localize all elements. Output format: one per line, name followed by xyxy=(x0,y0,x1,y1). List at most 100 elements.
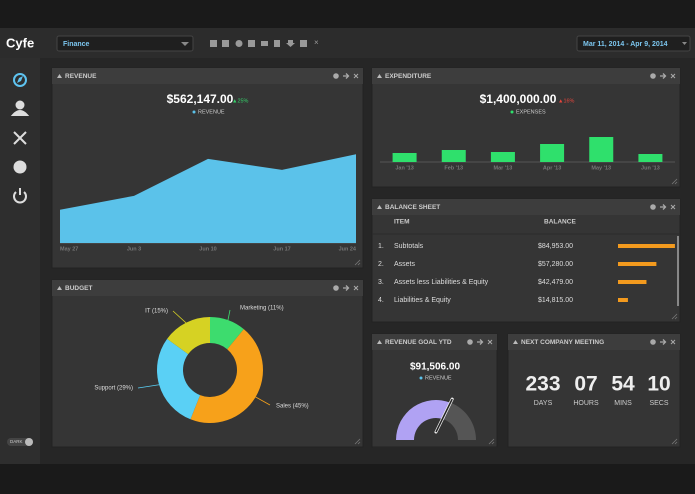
settings-icon[interactable] xyxy=(467,339,473,345)
bar xyxy=(589,137,614,162)
row-index: 1. xyxy=(378,243,384,250)
widget-title: NEXT COMPANY MEETING xyxy=(521,339,604,346)
move-icon[interactable] xyxy=(477,339,484,345)
settings-icon[interactable] xyxy=(650,204,656,210)
dashboard-select[interactable] xyxy=(56,35,194,52)
collapse-icon xyxy=(377,205,382,209)
leader-line xyxy=(137,384,160,389)
bar xyxy=(441,150,466,162)
widget xyxy=(371,333,498,448)
close-icon[interactable] xyxy=(353,73,359,79)
slice-label: Sales (45%) xyxy=(276,404,309,410)
logo: Cyfe xyxy=(6,35,34,50)
widget-header xyxy=(372,68,680,84)
svg-text:?: ? xyxy=(18,162,24,172)
close-icon[interactable] xyxy=(670,339,676,345)
collapse-icon xyxy=(377,74,382,78)
change: ▲25% xyxy=(232,98,249,104)
widget-header xyxy=(508,334,680,350)
row-index: 3. xyxy=(378,279,384,286)
widget-header xyxy=(52,280,363,296)
area xyxy=(60,154,356,243)
widget-header xyxy=(372,334,497,350)
legend-dot xyxy=(192,110,196,114)
widget-header xyxy=(52,68,363,84)
row-balance: $57,280.00 xyxy=(538,261,573,268)
collapse-icon xyxy=(57,74,62,78)
donut-slice xyxy=(156,338,201,420)
gauge-fill xyxy=(396,400,451,440)
legend-label: EXPENSES xyxy=(516,109,546,115)
resize-handle xyxy=(671,313,678,320)
total: $562,147.00 xyxy=(167,92,234,106)
resize-handle xyxy=(671,178,678,185)
resize-handle xyxy=(354,438,361,445)
countdown-value: 07 xyxy=(574,373,597,396)
row-index: 2. xyxy=(378,261,384,268)
total: $1,400,000.00 xyxy=(480,92,557,106)
row-index: 4. xyxy=(378,297,384,304)
dashboard-name: Finance xyxy=(63,41,90,48)
column-header: ITEM xyxy=(394,219,410,226)
close-icon[interactable] xyxy=(670,73,676,79)
move-icon[interactable] xyxy=(660,339,667,345)
bar xyxy=(540,144,565,162)
balance-bar xyxy=(618,280,647,284)
toggle-knob xyxy=(25,438,33,446)
row-item: Subtotals xyxy=(394,243,424,250)
legend-label: REVENUE xyxy=(425,375,452,381)
countdown-unit: HOURS xyxy=(573,400,599,407)
move-icon[interactable] xyxy=(660,73,667,79)
svg-text:×: × xyxy=(314,38,319,47)
theme-label: DARK xyxy=(10,439,23,444)
x-tick-label: Jun 3 xyxy=(127,246,141,252)
gauge-clip xyxy=(373,447,497,464)
close-icon[interactable] xyxy=(487,339,493,345)
move-icon[interactable] xyxy=(343,285,350,291)
widget-title: REVENUE GOAL YTD xyxy=(385,339,452,346)
x-tick-label: Apr '13 xyxy=(543,165,561,171)
widget xyxy=(371,198,681,323)
countdown-unit: DAYS xyxy=(534,400,553,407)
move-icon[interactable] xyxy=(660,204,667,210)
toolbar-icons[interactable]: × xyxy=(210,38,319,47)
x-tick-label: May 27 xyxy=(60,246,78,252)
row-item: Liabilities & Equity xyxy=(394,297,451,304)
balance-bar xyxy=(618,262,657,266)
move-icon[interactable] xyxy=(343,73,350,79)
settings-icon[interactable] xyxy=(333,73,339,79)
countdown-value: 10 xyxy=(647,373,670,396)
settings-icon[interactable] xyxy=(333,285,339,291)
x-tick-label: Jan '13 xyxy=(395,165,413,171)
sidebar xyxy=(0,58,40,464)
bar xyxy=(392,153,417,162)
gauge-needle-core xyxy=(435,398,453,433)
settings-icon[interactable] xyxy=(650,73,656,79)
date-select[interactable] xyxy=(576,35,691,52)
sidebar-icons[interactable]: ? xyxy=(10,73,30,204)
donut-slice xyxy=(190,329,264,424)
close-icon[interactable] xyxy=(670,204,676,210)
countdown-unit: MINS xyxy=(614,400,632,407)
balance-bar xyxy=(618,298,628,302)
donut-slice xyxy=(167,317,210,355)
close-icon[interactable] xyxy=(353,285,359,291)
settings-icon[interactable] xyxy=(650,339,656,345)
x-tick-label: Jun '13 xyxy=(641,165,660,171)
countdown-value: 54 xyxy=(611,373,635,396)
widget-title: EXPENDITURE xyxy=(385,73,432,80)
collapse-icon xyxy=(377,340,382,344)
countdown-value: 233 xyxy=(525,373,560,396)
dropdown-arrow xyxy=(682,42,687,45)
countdown-unit: SECS xyxy=(649,400,668,407)
row-item: Assets less Liabilities & Equity xyxy=(394,279,489,286)
date-range: Mar 11, 2014 - Apr 9, 2014 xyxy=(583,41,668,48)
resize-handle xyxy=(354,259,361,266)
row-item: Assets xyxy=(394,261,416,268)
slice-label: Support (29%) xyxy=(94,386,133,392)
legend-label: REVENUE xyxy=(198,109,225,115)
leader-line xyxy=(172,310,187,324)
leader-line xyxy=(227,309,231,321)
row-balance: $14,815.00 xyxy=(538,297,573,304)
